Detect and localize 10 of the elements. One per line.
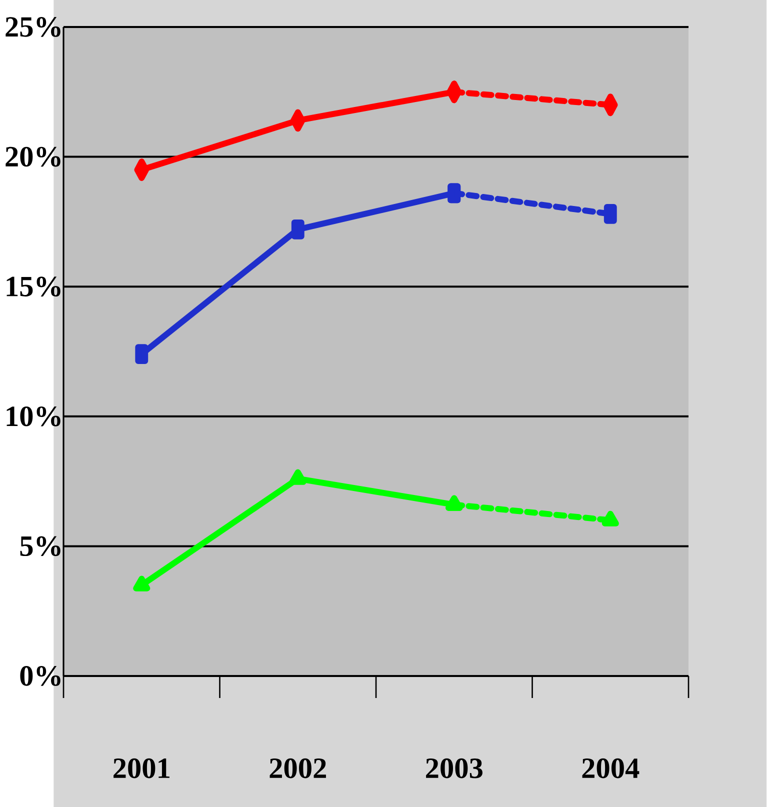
y-tick-label: 0% [20,666,61,686]
y-tick-label: 25% [6,17,61,37]
y-tick-label: 20% [6,146,61,167]
y-tick-label: 10% [6,406,61,426]
y-tick-label: 15% [6,276,61,297]
x-tick-label: 2002 [270,758,326,778]
x-tick-label: 2003 [426,758,483,778]
y-tick-label: 5% [20,536,61,556]
x-tick-label: 2001 [114,758,170,778]
x-tick-label: 2004 [582,758,640,778]
